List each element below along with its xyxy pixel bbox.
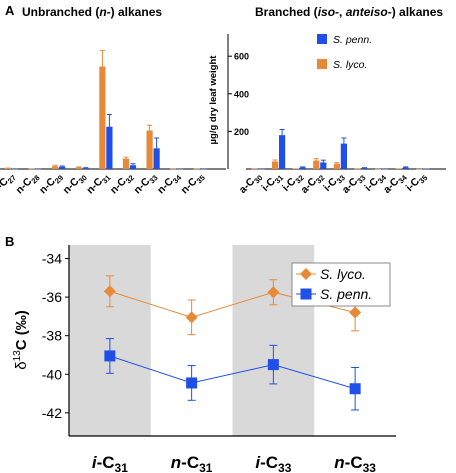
- bar-a-c32-s-penn: [320, 162, 327, 169]
- x-tick-label-n-c33: n-C33: [334, 453, 376, 473]
- tick-label-n-c34: n-C34: [155, 169, 184, 198]
- bar-n-c29-s-lyco: [52, 166, 59, 169]
- legend-label-s-lyco: S. lyco.: [333, 59, 367, 71]
- tick-label-n-c27: n-C27: [0, 170, 18, 198]
- bar-i-c33-s-penn: [340, 143, 347, 169]
- tick-label-n-c31: n-C31: [84, 170, 112, 198]
- point-i-c31-s-lyco: [103, 285, 116, 298]
- bar-n-c30-s-penn: [82, 168, 89, 169]
- bar-a-c30-s-penn: [258, 168, 265, 170]
- y-tick-label-40: -40: [42, 366, 62, 382]
- bar-n-c27-s-lyco: [4, 168, 12, 170]
- bar-a-c32-s-lyco: [313, 160, 320, 169]
- bar-n-c32-s-lyco: [122, 158, 130, 169]
- bar-a-c34-s-penn: [402, 167, 409, 169]
- legend-label-s-penn: S. penn.: [333, 34, 372, 46]
- bar-i-c34-s-lyco: [375, 168, 382, 170]
- bar-n-c35-s-lyco: [193, 168, 200, 170]
- tick-label-i-c31: i-C31: [259, 170, 285, 196]
- legend-label-s-penn: S. penn.: [320, 286, 372, 302]
- bar-n-c34-s-lyco: [170, 168, 177, 170]
- bar-i-c31-s-lyco: [272, 161, 279, 169]
- panel-label-a: A: [5, 3, 15, 18]
- bar-a-c33-s-lyco: [354, 168, 361, 170]
- y-tick-label-400: 400: [234, 89, 249, 99]
- bar-n-c34-s-penn: [177, 168, 184, 170]
- bar-a-c34-s-lyco: [395, 168, 402, 170]
- bar-n-c28-s-lyco: [28, 168, 35, 170]
- point-n-c31-s-penn: [186, 377, 198, 389]
- legend-marker-s-lyco: [300, 268, 312, 280]
- point-n-c33-s-lyco: [349, 306, 362, 319]
- x-tick-label-i-c31: i-C31: [92, 453, 128, 473]
- bar-i-c33-s-lyco: [333, 163, 340, 169]
- tick-label-n-c33: n-C33: [131, 170, 159, 198]
- bar-n-c30-s-lyco: [75, 167, 82, 169]
- tick-label-i-c35: i-C35: [404, 170, 430, 196]
- panel-b-line-chart: -34 -36 -38 -40 -42 δ13C (‰) i-C31 n-C31 i-C33 n-…: [12, 245, 396, 473]
- y-tick-label-600: 600: [234, 52, 249, 62]
- point-i-c33-s-penn: [267, 359, 279, 371]
- point-i-c31-s-penn: [104, 350, 116, 362]
- point-n-c31-s-lyco: [185, 311, 198, 324]
- x-tick-label-i-c33: i-C33: [255, 453, 291, 473]
- bar-n-c33-s-penn: [153, 148, 160, 169]
- bar-i-c32-s-penn: [299, 167, 306, 169]
- bar-n-c28-s-penn: [35, 168, 42, 170]
- bar-n-c32-s-penn: [129, 165, 137, 169]
- y-axis-label: µg/g dry leaf weight: [208, 55, 219, 145]
- y-tick-label-200: 200: [234, 127, 249, 137]
- y-tick-label-38: -38: [42, 328, 62, 344]
- tick-label-n-c29: n-C29: [37, 170, 65, 198]
- legend-swatch-s-penn: [317, 34, 327, 44]
- panel-a-bar-chart: Unbranched (n-) alkanesn-C27n-C28n-C29n-…: [0, 5, 446, 198]
- panel-label-b: B: [5, 234, 14, 249]
- tick-label-n-c32: n-C32: [108, 170, 136, 198]
- bar-i-c35-s-penn: [423, 168, 430, 170]
- legend-label-s-lyco: S. lyco.: [320, 266, 366, 282]
- bar-i-c34-s-penn: [382, 168, 389, 170]
- point-i-c33-s-lyco: [267, 286, 280, 299]
- bar-i-c32-s-lyco: [292, 168, 299, 170]
- y-tick-label-36: -36: [42, 289, 62, 305]
- tick-label-n-c30: n-C30: [61, 170, 89, 198]
- bar-n-c31-s-penn: [106, 126, 113, 169]
- bar-n-c31-s-lyco: [99, 66, 106, 169]
- series-line-s-penn: [109, 355, 356, 390]
- bar-n-c33-s-lyco: [146, 130, 153, 169]
- legend-swatch-s-lyco: [317, 59, 327, 69]
- bar-a-c30-s-lyco: [251, 168, 258, 170]
- bar-i-c35-s-lyco: [416, 168, 423, 170]
- bar-i-c31-s-penn: [279, 135, 286, 169]
- bar-n-c29-s-penn: [59, 166, 66, 169]
- bar-n-c35-s-penn: [200, 168, 207, 170]
- group-title-2: Branched (iso-, anteiso-) alkanes: [255, 5, 443, 19]
- group-title-1: Unbranched (n-) alkanes: [22, 5, 162, 19]
- bar-a-c33-s-penn: [361, 168, 368, 169]
- y-tick-label-42: -42: [42, 405, 62, 421]
- point-n-c33-s-penn: [349, 383, 361, 395]
- tick-label-n-c35: n-C35: [179, 170, 207, 198]
- bar-n-c27-s-penn: [11, 168, 19, 170]
- legend-marker-s-penn: [300, 288, 312, 300]
- tick-label-n-c28: n-C28: [13, 170, 41, 198]
- y-axis-label: δ13C (‰): [12, 310, 30, 369]
- x-tick-label-n-c31: n-C31: [171, 453, 213, 473]
- y-tick-label-34: -34: [42, 251, 62, 267]
